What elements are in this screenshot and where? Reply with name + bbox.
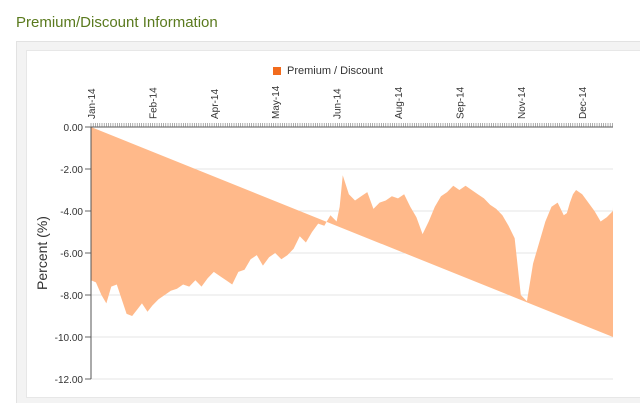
x-tick-label: Aug-14 — [394, 86, 405, 119]
x-tick-label: Feb-14 — [148, 87, 159, 119]
legend-label: Premium / Discount — [287, 65, 383, 77]
premium-discount-chart: 0.00 -2.00 -4.00 -6.00 -8.00 -10.00 -12.00 Jan-… — [34, 85, 613, 386]
y-tick-label: -10.00 — [55, 333, 84, 344]
y-tick-label: 0.00 — [64, 123, 84, 134]
x-tick-label: Jan-14 — [87, 88, 98, 119]
y-tick-label: -2.00 — [60, 165, 83, 176]
x-tick-label: May-14 — [271, 85, 282, 119]
section-title: Premium/Discount Information — [16, 14, 218, 31]
x-tick-label: Jun-14 — [333, 88, 344, 119]
x-tick-label: Sep-14 — [455, 86, 466, 119]
y-tick-label: -8.00 — [60, 291, 83, 302]
chart-legend[interactable]: Premium / Discount — [273, 65, 383, 77]
y-axis-title: Percent (%) — [34, 216, 50, 290]
y-tick-label: -6.00 — [60, 249, 83, 260]
legend-swatch — [273, 67, 281, 75]
x-tick-label: Dec-14 — [578, 86, 589, 119]
x-tick-label: Nov-14 — [517, 86, 528, 119]
y-tick-label: -4.00 — [60, 207, 83, 218]
y-tick-label: -12.00 — [55, 375, 84, 386]
premium-discount-area — [91, 127, 613, 337]
x-tick-label: Apr-14 — [210, 89, 221, 119]
